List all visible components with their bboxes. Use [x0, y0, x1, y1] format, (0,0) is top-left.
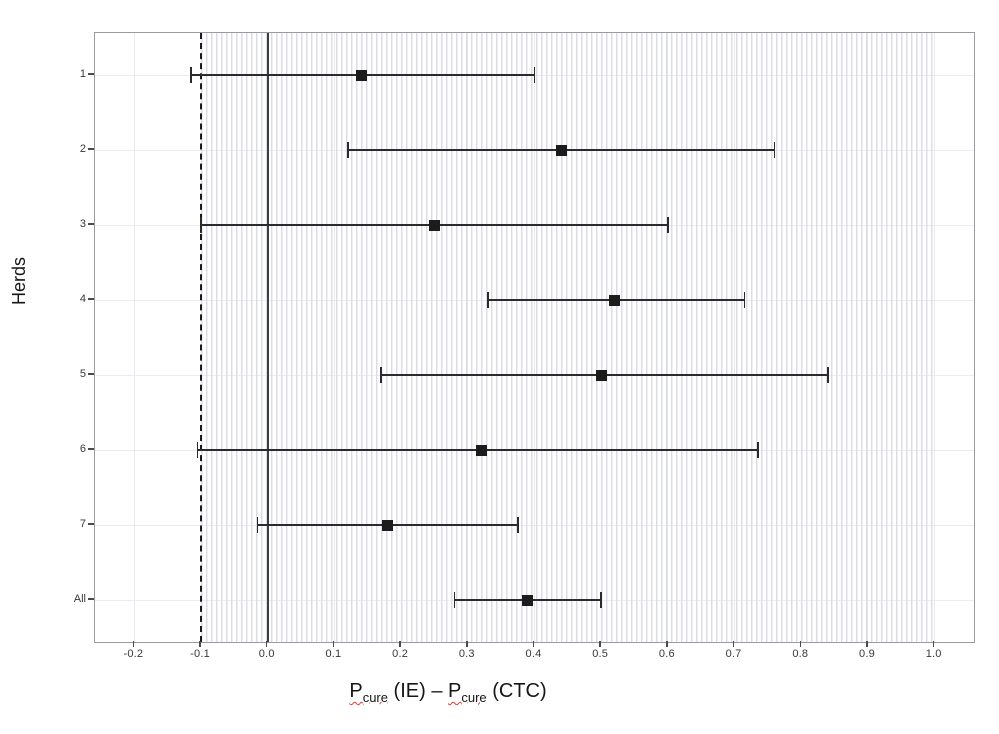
x-tick	[732, 641, 735, 647]
error-bar-cap-left	[487, 292, 489, 308]
error-bar-cap-right	[743, 292, 746, 308]
error-bar-cap-right	[517, 517, 519, 533]
point-estimate-marker	[595, 369, 607, 381]
pcure-ie-term: Pcure	[349, 680, 388, 705]
x-tick-label: 0.7	[725, 648, 742, 660]
x-tick-label: 0.5	[592, 648, 609, 660]
y-tick-label: 5	[79, 368, 86, 380]
major-gridline	[934, 33, 936, 642]
y-tick	[88, 373, 94, 375]
error-bar-cap-left	[190, 67, 192, 83]
x-tick	[199, 641, 201, 647]
x-tick-label: 0.1	[325, 648, 342, 660]
y-tick-label: 6	[79, 443, 86, 455]
zero-reference-line	[266, 33, 269, 642]
plot-panel	[94, 32, 975, 643]
point-estimate-marker	[475, 444, 487, 456]
x-tick-label: -0.1	[190, 648, 210, 660]
y-tick-label: 1	[79, 68, 86, 80]
y-tick	[88, 523, 94, 525]
p-symbol: P	[349, 680, 363, 702]
y-tick	[88, 73, 94, 75]
x-tick	[532, 641, 535, 647]
pcure-ctc-term: Pcure	[448, 680, 487, 705]
y-tick-label: 2	[79, 143, 86, 155]
x-tick	[599, 641, 601, 647]
minor-gridline-stripes	[201, 33, 935, 642]
x-tick	[932, 641, 935, 647]
y-axis-title: Herds	[9, 257, 29, 306]
y-tick-label: 4	[79, 293, 86, 305]
x-tick-label: -0.2	[123, 648, 144, 660]
x-tick	[466, 641, 468, 647]
point-estimate-marker	[428, 219, 440, 231]
error-bar-cap-right	[827, 367, 829, 383]
error-bar-cap-right	[600, 592, 602, 608]
error-bar-cap-left	[256, 517, 259, 533]
x-tick	[265, 641, 268, 647]
y-tick	[88, 223, 94, 225]
x-tick	[332, 641, 335, 647]
x-tick-label: 0.6	[658, 648, 675, 660]
error-bar-cap-left	[200, 217, 202, 233]
cure-subscript: cure	[362, 690, 388, 705]
x-tick-label: 1.0	[925, 648, 942, 660]
y-tick-label: 3	[79, 218, 86, 230]
x-tick	[399, 641, 401, 647]
x-tick	[799, 641, 802, 647]
x-tick-label: 0.9	[859, 648, 875, 660]
y-tick	[88, 148, 94, 150]
x-tick-label: 0.4	[525, 648, 542, 660]
y-tick-label: All	[73, 593, 86, 605]
point-estimate-marker	[609, 294, 621, 306]
major-gridline	[133, 33, 135, 642]
x-tick-label: 0.3	[458, 648, 475, 660]
y-tick-label: 7	[79, 518, 86, 530]
error-bar-cap-right	[773, 142, 776, 158]
point-estimate-marker	[355, 69, 367, 81]
error-bar-cap-right	[667, 217, 669, 233]
xlabel-middle-text: (IE) –	[388, 680, 449, 702]
x-tick	[132, 641, 135, 647]
point-estimate-marker	[522, 594, 534, 606]
error-bar-cap-left	[380, 367, 382, 383]
error-bar-cap-right	[533, 67, 536, 83]
p-symbol: P	[448, 680, 462, 702]
x-tick	[666, 641, 668, 647]
point-estimate-marker	[382, 519, 394, 531]
x-tick	[866, 641, 868, 647]
error-bar-cap-left	[453, 592, 456, 608]
point-estimate-marker	[555, 144, 567, 156]
x-axis-title: Pcure (IE) – Pcure (CTC)	[248, 680, 648, 705]
xlabel-end-text: (CTC)	[486, 680, 547, 702]
x-tick-label: 0.8	[792, 648, 809, 660]
x-tick-label: 0.2	[392, 648, 409, 660]
dashed-reference-line	[200, 33, 203, 642]
y-tick	[88, 298, 94, 300]
cure-subscript: cure	[461, 690, 487, 705]
y-tick	[88, 448, 94, 450]
error-bar-cap-left	[347, 142, 349, 158]
y-tick	[88, 598, 94, 600]
x-tick-label: 0.0	[258, 648, 275, 660]
error-bar-cap-right	[757, 442, 759, 458]
error-bar-cap-left	[196, 442, 199, 458]
